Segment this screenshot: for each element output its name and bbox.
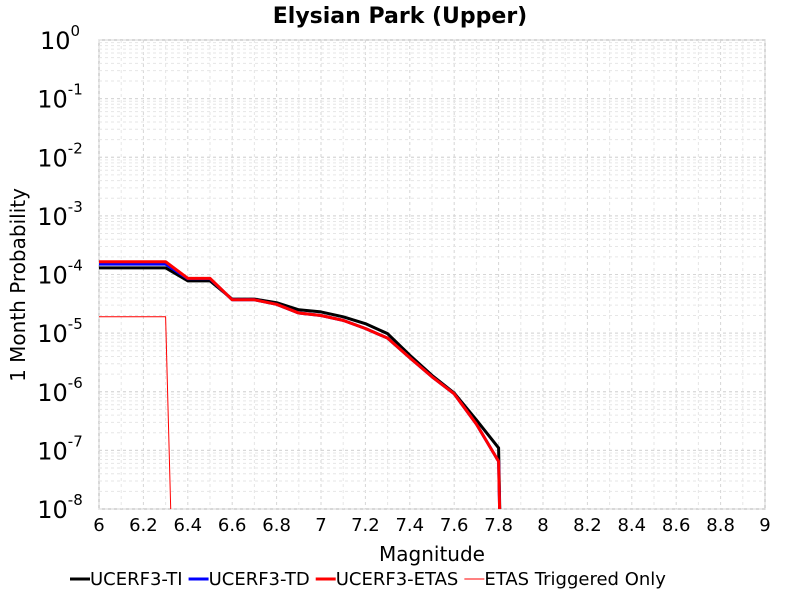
y-tick-label: 10-5 <box>37 315 83 348</box>
x-tick-label: 7.4 <box>395 515 424 536</box>
legend: UCERF3-TI UCERF3-TD UCERF3-ETAS ETAS Trigge… <box>70 569 666 590</box>
grid <box>98 39 766 510</box>
x-tick-label: 6 <box>93 515 104 536</box>
y-tick-label: 10-2 <box>37 139 83 172</box>
x-axis-label: Magnitude <box>379 542 485 566</box>
y-axis-label: 1 Month Probability <box>6 188 30 382</box>
x-tick-label: 6.8 <box>262 515 291 536</box>
x-tick-label: 8.4 <box>617 515 646 536</box>
x-tick-label: 8.6 <box>662 515 691 536</box>
x-tick-label: 8.2 <box>573 515 602 536</box>
x-tick-label: 8 <box>537 515 548 536</box>
y-tick-label: 10-1 <box>37 81 83 114</box>
legend-label-ucerf3-etas: UCERF3-ETAS <box>336 569 459 590</box>
x-tick-label: 9 <box>759 515 770 536</box>
x-tick-label: 8.8 <box>706 515 735 536</box>
y-tick-label: 100 <box>40 22 80 55</box>
x-tick-label: 6.4 <box>173 515 202 536</box>
y-tick-label: 10-8 <box>37 491 83 524</box>
x-tick-label: 6.6 <box>218 515 247 536</box>
x-tick-label: 7.8 <box>484 515 513 536</box>
y-tick-label: 10-6 <box>37 374 83 407</box>
series-line-ucerf3-etas <box>99 260 502 509</box>
x-tick-label: 6.2 <box>129 515 158 536</box>
x-tick-label: 7.6 <box>440 515 469 536</box>
x-tick-labels: 6 6.2 6.4 6.6 6.8 7 7.2 7.4 7.6 7.8 8 8.2 8.4 8.6 8.8 9 <box>93 515 770 536</box>
x-tick-label: 7 <box>315 515 326 536</box>
series-layer <box>99 260 502 509</box>
y-tick-label: 10-3 <box>37 198 83 231</box>
y-tick-label: 10-4 <box>37 257 83 290</box>
chart-title: Elysian Park (Upper) <box>273 4 527 29</box>
series-line-etas-triggered-only <box>99 316 172 509</box>
legend-label-etas-triggered-only: ETAS Triggered Only <box>484 569 666 590</box>
legend-label-ucerf3-td: UCERF3-TD <box>209 569 310 590</box>
legend-label-ucerf3-ti: UCERF3-TI <box>90 569 183 590</box>
x-tick-label: 7.2 <box>351 515 380 536</box>
y-tick-labels: 100 10-1 10-2 10-3 10-4 10-5 10-6 10-7 10-8 <box>37 22 83 524</box>
y-tick-label: 10-7 <box>37 432 83 465</box>
